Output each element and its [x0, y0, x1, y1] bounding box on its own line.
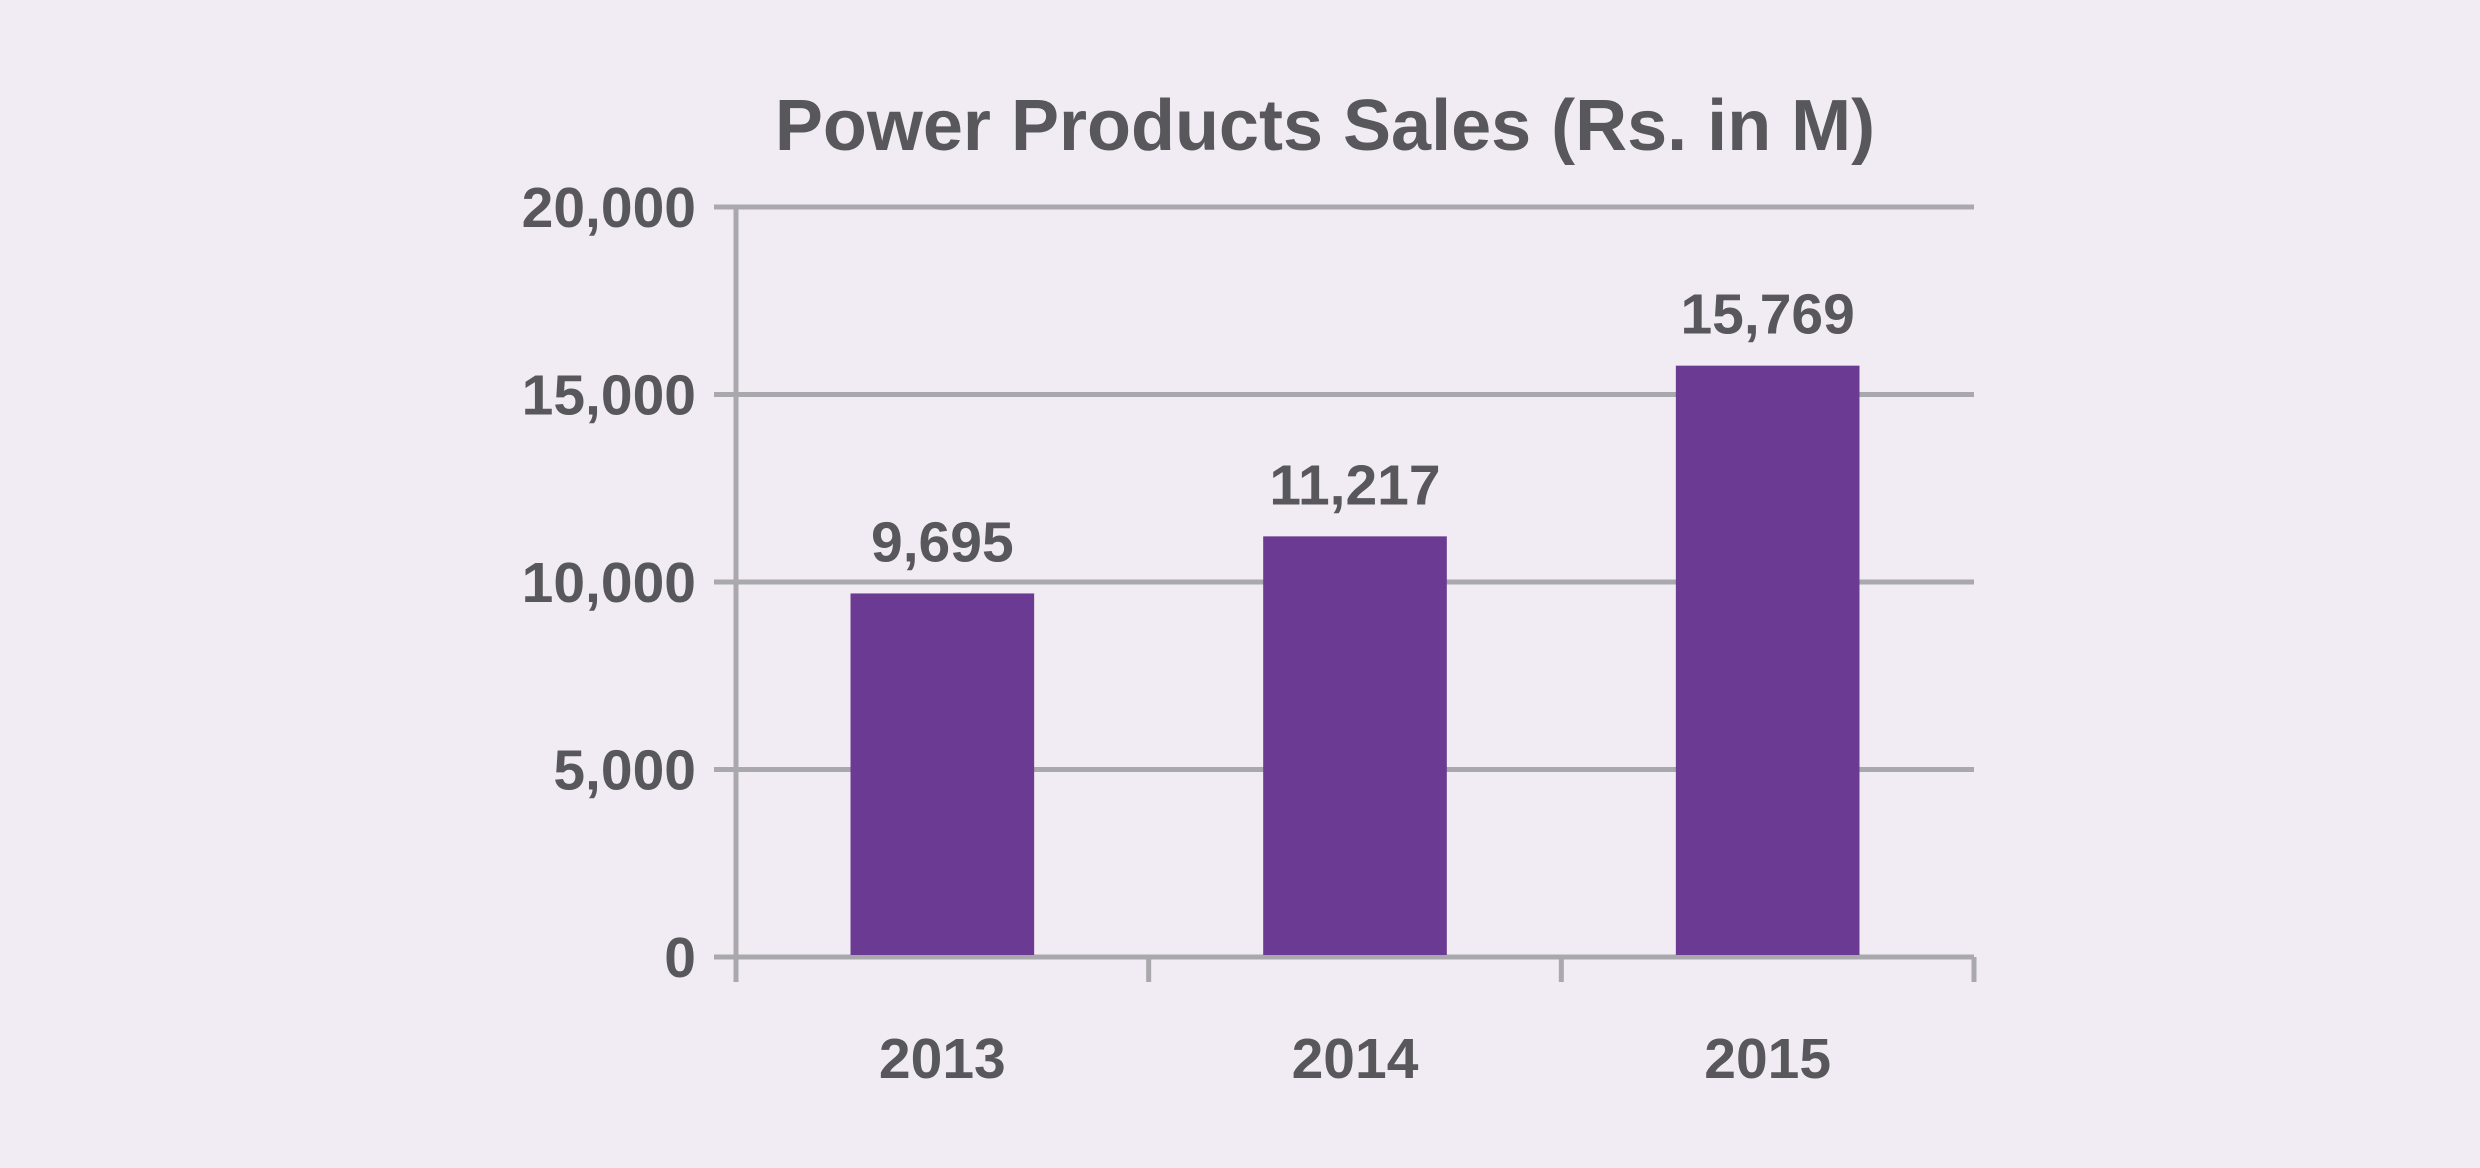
data-labels: 9,695 11,217 15,769 — [871, 283, 1855, 575]
data-label: 15,769 — [1680, 283, 1854, 347]
y-tick-label: 20,000 — [522, 176, 696, 240]
chart-title: Power Products Sales (Rs. in M) — [775, 86, 1875, 166]
y-tick-label: 10,000 — [522, 551, 696, 615]
x-tick-label: 2013 — [879, 1027, 1006, 1091]
bar-2015 — [1675, 365, 1860, 956]
x-tick-label: 2015 — [1704, 1027, 1831, 1091]
x-axis-tick-labels: 2013 2014 2015 — [879, 1027, 1831, 1091]
y-axis-tick-labels: 0 5,000 10,000 15,000 20,000 — [522, 176, 696, 990]
y-tick-label: 5,000 — [553, 739, 696, 803]
y-tick-label: 0 — [664, 926, 696, 990]
bar-2014 — [1263, 536, 1447, 955]
x-tick-label: 2014 — [1292, 1027, 1419, 1091]
bars — [850, 365, 1860, 956]
data-label: 9,695 — [871, 510, 1014, 574]
data-label: 11,217 — [1269, 453, 1440, 517]
y-tick-label: 15,000 — [522, 364, 696, 428]
bar-2013 — [850, 593, 1035, 955]
